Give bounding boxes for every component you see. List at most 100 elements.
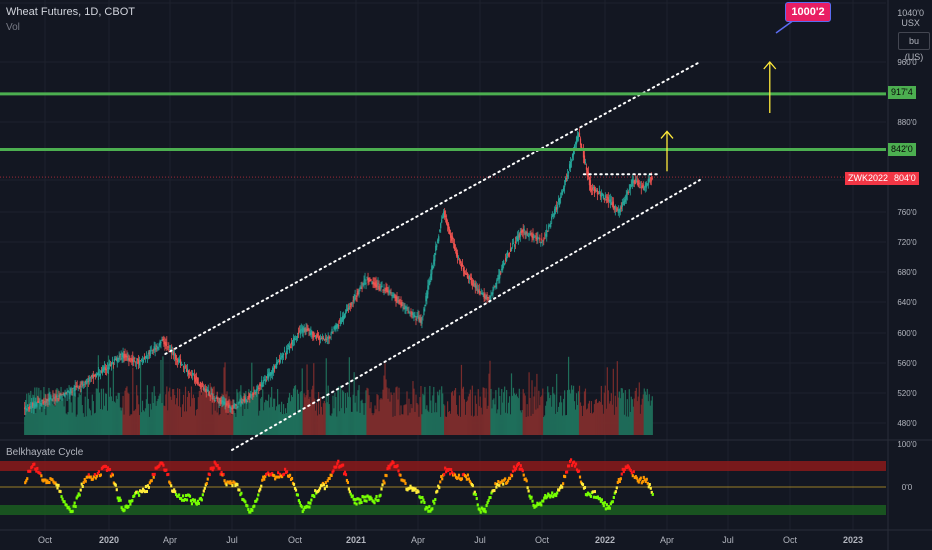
osc-point <box>200 498 203 502</box>
osc-point <box>288 473 292 477</box>
volume-bar <box>311 389 313 435</box>
osc-point <box>556 491 559 495</box>
candle-body <box>375 281 377 288</box>
volume-bar <box>512 387 515 435</box>
candle-body <box>634 179 636 184</box>
volume-bar <box>193 397 196 435</box>
candle-body <box>515 237 517 239</box>
candle-body <box>273 367 275 372</box>
candle-body <box>82 384 84 386</box>
volume-bar <box>153 386 155 435</box>
candle-body <box>601 193 603 195</box>
osc-point <box>603 501 606 505</box>
x-tick-label: Oct <box>783 535 798 545</box>
candle-body <box>230 407 232 409</box>
candle-body <box>600 192 602 197</box>
osc-point <box>355 502 358 506</box>
osc-point <box>583 486 587 490</box>
volume-bar <box>137 395 139 435</box>
candle-body <box>195 376 197 380</box>
candle-body <box>453 243 456 249</box>
volume-bar <box>454 387 457 435</box>
osc-point <box>600 498 603 502</box>
volume-bar <box>308 398 310 435</box>
osc-point <box>342 472 346 476</box>
candle-body <box>580 143 583 150</box>
candle-body <box>168 346 170 348</box>
volume-bar <box>356 411 358 435</box>
volume-bar <box>448 412 450 435</box>
volume-bar <box>423 395 425 435</box>
candle-body <box>26 408 28 410</box>
candle-body <box>263 379 265 384</box>
candle-body <box>43 399 45 403</box>
volume-bar <box>607 390 609 435</box>
candle-body <box>235 404 237 406</box>
candle-body <box>495 282 497 288</box>
candle-body <box>113 359 115 362</box>
osc-point <box>317 488 321 492</box>
volume-bar <box>138 415 141 435</box>
osc-point <box>271 471 274 475</box>
volume-bar <box>303 393 305 435</box>
osc-point <box>231 484 234 488</box>
candle-body <box>608 199 610 201</box>
candle-body <box>389 291 391 293</box>
candle-body <box>483 293 485 299</box>
candle-body <box>159 341 161 346</box>
volume-bar <box>128 393 130 435</box>
osc-point <box>359 498 362 502</box>
osc-point <box>551 491 554 495</box>
volume-bar <box>391 394 393 435</box>
volume-bar <box>114 402 116 435</box>
volume-bar <box>180 416 183 435</box>
candle-body <box>561 192 563 195</box>
volume-bar <box>346 392 349 435</box>
osc-point <box>601 501 604 505</box>
volume-bar <box>504 386 506 435</box>
osc-point <box>385 474 388 478</box>
candle-body <box>356 293 358 298</box>
osc-point <box>72 504 75 508</box>
volume-bar <box>217 401 219 435</box>
candle-body <box>124 354 126 358</box>
candle-body <box>436 244 438 248</box>
osc-point <box>619 477 622 481</box>
volume-bar <box>575 393 578 435</box>
candle-body <box>135 361 137 363</box>
x-tick-label: 2022 <box>595 535 615 545</box>
candle-body <box>148 352 150 355</box>
volume-bar <box>353 372 355 435</box>
candle-body <box>390 292 392 294</box>
volume-bar <box>68 385 70 435</box>
candle-body <box>261 380 263 387</box>
volume-bar <box>438 395 440 435</box>
candle-body <box>319 338 322 340</box>
candle-body <box>51 398 53 402</box>
volume-bar <box>572 385 575 435</box>
volume-bar <box>515 393 517 435</box>
osc-point <box>56 486 59 490</box>
candle-body <box>310 331 312 334</box>
volume-bar <box>325 358 327 435</box>
osc-point <box>575 468 579 472</box>
candle-body <box>294 339 297 341</box>
volume-bar <box>501 389 503 435</box>
candle-body <box>610 201 612 205</box>
osc-point <box>650 490 653 494</box>
osc-point <box>71 509 74 513</box>
candle-body <box>349 306 351 308</box>
candle-body <box>475 285 477 289</box>
volume-bar <box>379 399 381 435</box>
volume-bar <box>67 412 69 435</box>
osc-point <box>354 498 357 502</box>
candle-body <box>140 358 143 361</box>
volume-bar <box>199 388 201 435</box>
osc-point <box>314 489 317 493</box>
unit-selector[interactable]: bu (US) <box>898 32 930 62</box>
candle-body <box>119 355 121 357</box>
candle-body <box>542 240 544 242</box>
volume-bar <box>481 414 483 435</box>
